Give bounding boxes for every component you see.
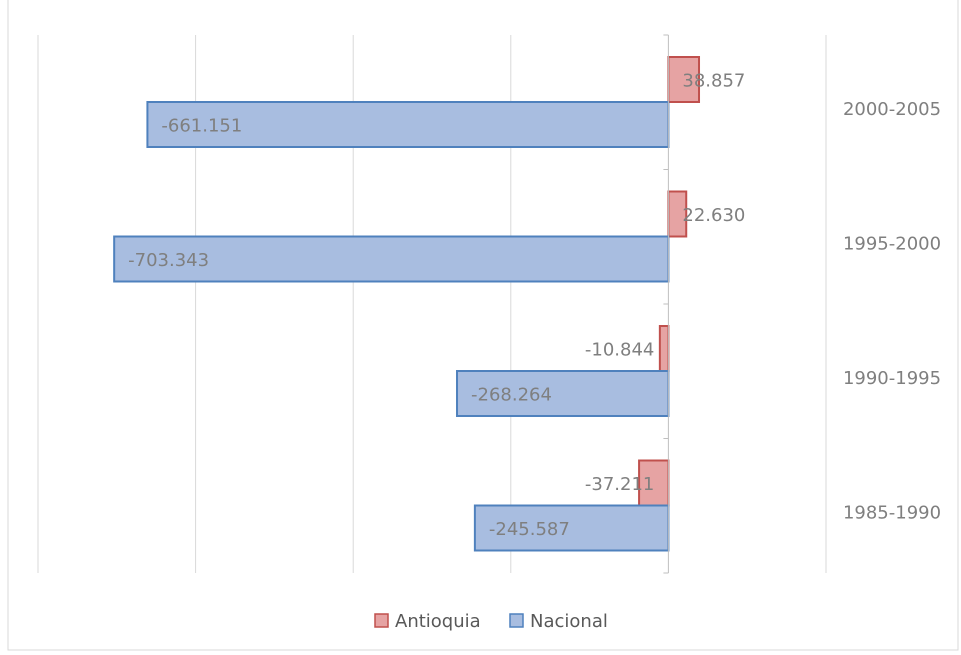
- category-label-2000-2005: 2000-2005: [843, 99, 941, 120]
- data-label-antioquia-1990-1995: -10.844: [585, 340, 654, 361]
- value-axis: [663, 34, 669, 574]
- data-label-nacional-1985-1990: -245.587: [489, 519, 570, 540]
- category-label-1995-2000: 1995-2000: [843, 234, 941, 255]
- category-labels: 2000-2005 1995-2000 1990-1995 1985-1990: [843, 99, 941, 524]
- legend-swatch-antioquia: [374, 613, 389, 628]
- legend-entry-nacional: Nacional: [530, 611, 608, 632]
- data-label-antioquia-1985-1990: -37.211: [585, 474, 654, 495]
- data-label-antioquia-2000-2005: 38.857: [682, 71, 745, 92]
- data-label-nacional-1995-2000: -703.343: [128, 250, 209, 271]
- chart-frame: [7, 0, 959, 651]
- legend: Antioquia Nacional: [374, 611, 608, 632]
- data-labels: 38.857 -661.151 22.630 -703.343 -10.844 -268.…: [128, 71, 745, 541]
- legend-entry-antioquia: Antioquia: [395, 611, 481, 632]
- category-label-1985-1990: 1985-1990: [843, 503, 941, 524]
- bar-antioquia-1990-1995: [658, 325, 670, 372]
- bars: [113, 56, 701, 552]
- data-label-antioquia-1995-2000: 22.630: [682, 205, 745, 226]
- chart-border: [7, 0, 959, 651]
- data-label-nacional-2000-2005: -661.151: [161, 116, 242, 137]
- bar-antioquia-2000-2005: [667, 56, 701, 103]
- category-label-1990-1995: 1990-1995: [843, 368, 941, 389]
- legend-swatch-nacional: [509, 613, 524, 628]
- bar-nacional-2000-2005: [146, 101, 670, 148]
- data-label-nacional-1990-1995: -268.264: [471, 385, 552, 406]
